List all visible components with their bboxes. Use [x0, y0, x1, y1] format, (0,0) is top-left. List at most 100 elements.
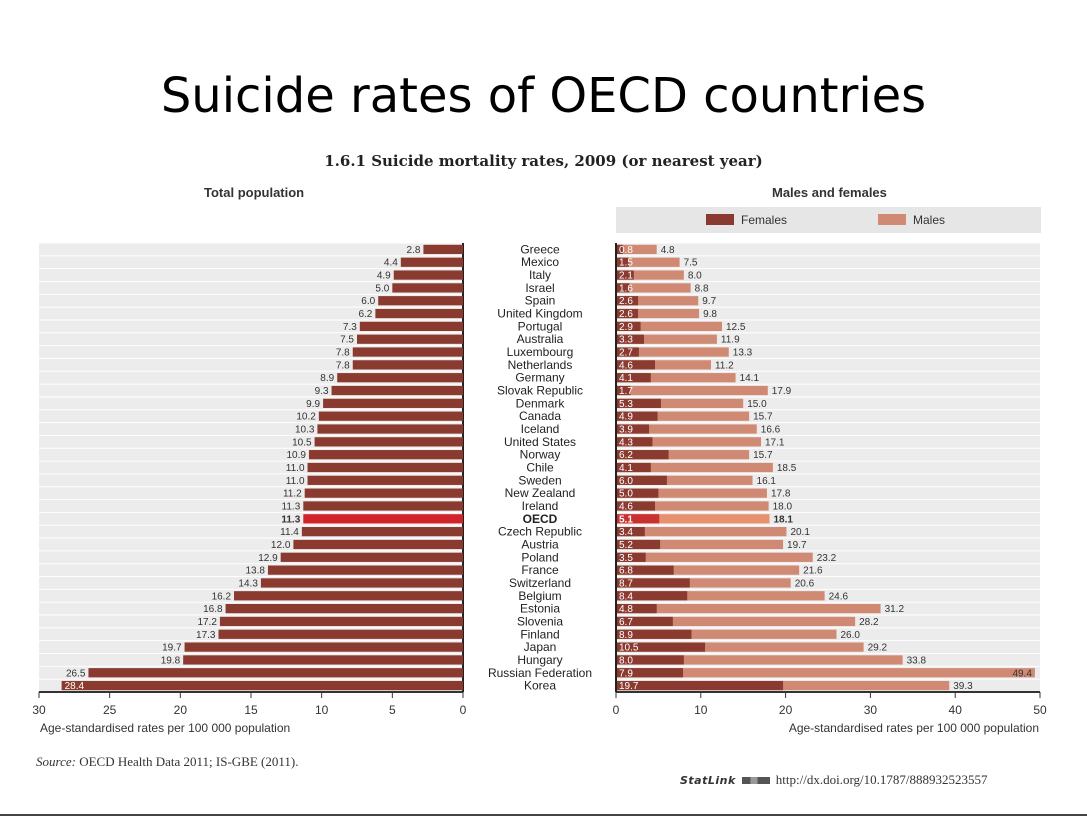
females-value-label: 5.1: [619, 514, 633, 525]
females-value-label: 2.1: [619, 271, 633, 282]
total-bar-iceland: [317, 424, 463, 434]
bottom-rule: [0, 814, 1087, 816]
statlink-brand: StatLink: [680, 774, 736, 787]
females-value-label: 5.2: [619, 540, 633, 551]
males-value-label: 18.5: [777, 463, 797, 474]
males-value-label: 24.6: [829, 591, 849, 602]
males-bar-hungary: [616, 655, 903, 665]
females-value-label: 8.7: [619, 578, 633, 589]
males-value-label: 8.0: [688, 271, 702, 282]
males-value-label: 13.3: [733, 348, 753, 359]
country-label-australia: Australia: [517, 332, 564, 346]
total-value-label: 11.0: [286, 476, 305, 487]
females-bar-japan: [616, 642, 706, 652]
left-x-tick-label: 5: [389, 703, 396, 717]
total-value-label: 7.8: [336, 348, 350, 359]
total-value-label: 6.2: [358, 309, 372, 320]
total-value-label: 10.2: [296, 412, 316, 423]
males-value-label: 15.7: [753, 450, 773, 461]
source-line: Source: OECD Health Data 2011; IS-GBE (2…: [36, 754, 298, 770]
males-bar-new-zealand: [616, 488, 767, 498]
statlink[interactable]: StatLink http://dx.doi.org/10.1787/888932…: [680, 772, 988, 788]
right-x-tick-label: 10: [694, 703, 708, 717]
total-bar-united-states: [314, 437, 463, 447]
total-value-label: 6.0: [361, 296, 375, 307]
females-value-label: 1.7: [619, 386, 633, 397]
legend-label-males: Males: [913, 213, 945, 227]
males-bar-germany: [616, 373, 736, 383]
source-label: Source:: [36, 754, 76, 769]
females-value-label: 1.6: [619, 283, 633, 294]
legend-swatch-females: [706, 214, 734, 225]
legend: Females Males: [616, 207, 1041, 233]
males-bar-belgium: [616, 591, 825, 601]
total-value-label: 17.3: [196, 630, 216, 641]
males-bar-estonia: [616, 603, 881, 614]
country-label-spain: Spain: [525, 294, 556, 308]
males-value-label: 18.0: [773, 501, 793, 512]
country-label-iceland: Iceland: [521, 422, 560, 436]
total-bar-russian-federation: [88, 668, 463, 678]
males-bar-greece: [616, 244, 657, 255]
right-chart: 0 10 20 30 40 50 0.8 4.8 1.5 7.5 2.1 8.0 1.6 8.8 2.6 9.…: [613, 242, 1047, 717]
males-value-label: 9.7: [702, 296, 716, 307]
females-value-label: 5.3: [619, 399, 633, 410]
total-bar-mexico: [400, 257, 463, 267]
figure-title: 1.6.1 Suicide mortality rates, 2009 (or …: [324, 152, 763, 170]
females-bar-australia: [616, 334, 644, 344]
females-bar-united-states: [616, 437, 653, 447]
males-value-label: 18.1: [773, 514, 793, 525]
males-bar-slovenia: [616, 616, 856, 627]
total-value-label: 4.4: [384, 258, 398, 269]
females-value-label: 10.5: [619, 643, 639, 654]
males-bar-norway: [616, 450, 750, 460]
males-bar-oecd: [616, 514, 770, 524]
females-value-label: 4.6: [619, 360, 633, 371]
statlink-url[interactable]: http://dx.doi.org/10.1787/888932523557: [775, 772, 988, 787]
total-bar-new-zealand: [304, 488, 463, 498]
total-bar-norway: [308, 450, 463, 460]
left-chart: 30 25 20 15 10 5 0 2.8 4.4 4.95.06.0 6.27.3 7.5 7.87…: [32, 242, 467, 717]
total-value-label: 4.9: [377, 271, 391, 282]
females-bar-norway: [616, 450, 669, 460]
total-bar-united-kingdom: [375, 308, 463, 319]
females-bar-estonia: [616, 603, 657, 614]
total-bar-japan: [184, 642, 463, 652]
right-panel-title: Males and females: [772, 185, 887, 200]
country-label-united-kingdom: United Kingdom: [497, 307, 582, 321]
females-bar-france: [616, 565, 674, 575]
country-label-switzerland: Switzerland: [509, 576, 571, 590]
right-x-axis-label: Age-standardised rates per 100 000 popul…: [789, 721, 1039, 735]
females-value-label: 4.8: [619, 604, 633, 615]
right-x-tick-label: 30: [864, 703, 878, 717]
country-label-ireland: Ireland: [522, 499, 559, 513]
country-label-chile: Chile: [526, 461, 554, 475]
females-bar-ireland: [616, 501, 656, 511]
total-value-label: 5.0: [375, 283, 389, 294]
total-bar-spain: [378, 296, 463, 306]
males-value-label: 12.5: [726, 322, 746, 333]
females-value-label: 6.8: [619, 566, 633, 577]
total-bar-finland: [218, 629, 463, 639]
females-value-label: 6.7: [619, 617, 633, 628]
males-bar-finland: [616, 629, 837, 639]
right-x-tick-label: 20: [779, 703, 793, 717]
males-bar-united-states: [616, 437, 762, 447]
females-bar-oecd: [616, 514, 660, 524]
total-bar-israel: [392, 283, 463, 293]
total-value-label: 8.9: [320, 373, 334, 384]
total-value-label: 19.8: [161, 655, 181, 666]
males-bar-russian-federation: [616, 668, 1035, 678]
country-label-korea: Korea: [524, 679, 556, 693]
females-bar-united-kingdom: [616, 308, 639, 319]
males-value-label: 4.8: [661, 245, 675, 256]
females-bar-finland: [616, 629, 692, 639]
total-value-label: 10.3: [295, 425, 315, 436]
females-value-label: 4.6: [619, 501, 633, 512]
total-value-label: 19.7: [162, 643, 182, 654]
total-value-label: 11.4: [280, 527, 299, 538]
country-label-new-zealand: New Zealand: [505, 486, 576, 500]
males-bar-denmark: [616, 398, 744, 408]
total-value-label: 12.9: [258, 553, 278, 564]
